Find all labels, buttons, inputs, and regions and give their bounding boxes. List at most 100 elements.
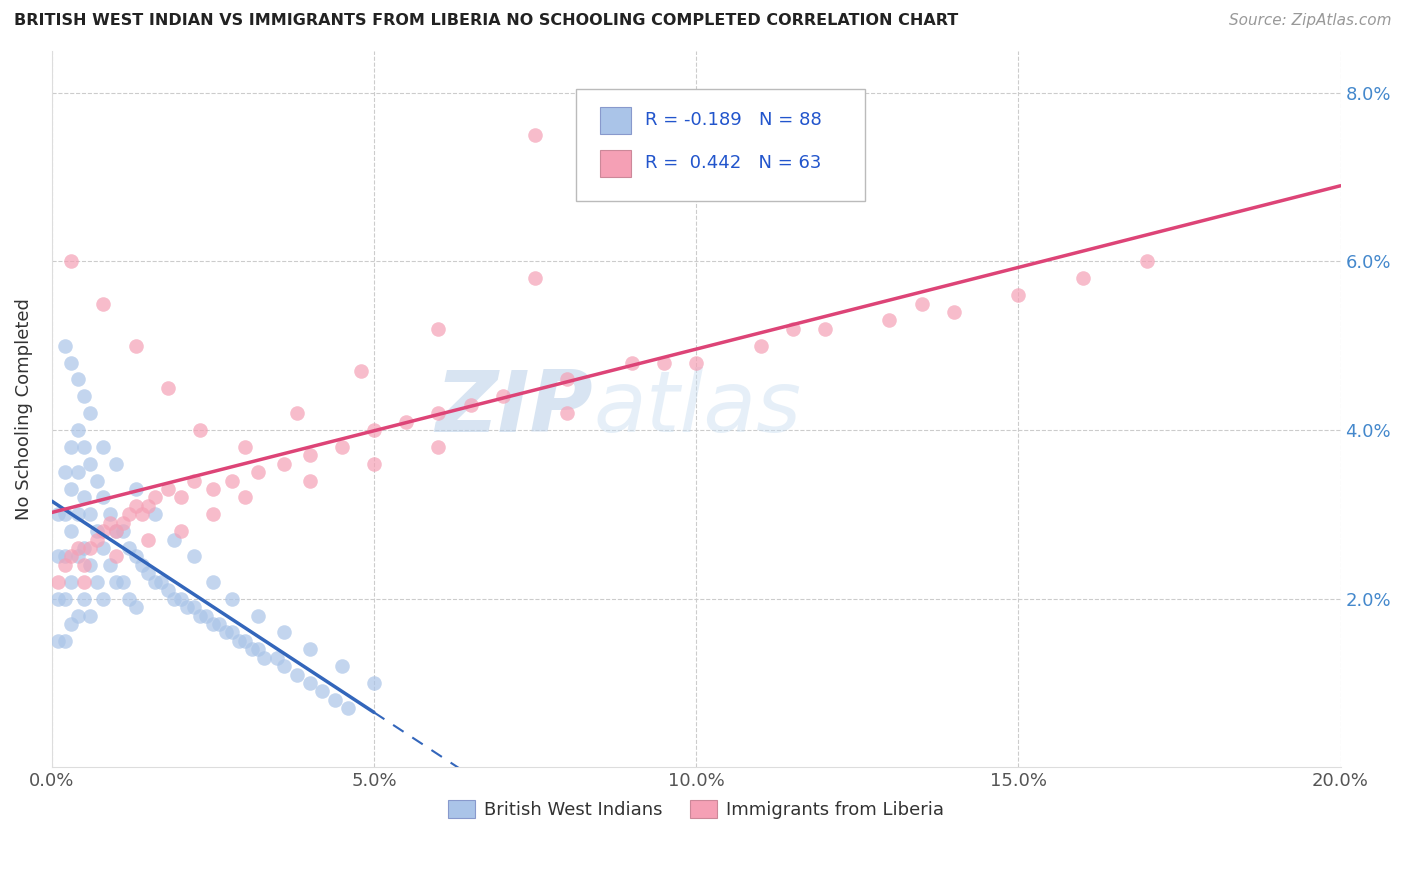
Point [111, 574, 134, 589]
Point [91, 541, 114, 555]
Point [79, 541, 101, 555]
Point [330, 659, 353, 673]
Point [163, 591, 186, 606]
Point [427, 322, 450, 336]
Point [66, 541, 89, 555]
Point [111, 516, 134, 530]
Point [323, 693, 346, 707]
Point [111, 524, 134, 539]
Point [73, 574, 96, 589]
Point [266, 650, 288, 665]
Point [685, 356, 707, 370]
Point [79, 558, 101, 572]
Point [555, 406, 578, 420]
Point [195, 608, 218, 623]
Point [66, 608, 89, 623]
Point [228, 633, 250, 648]
Point [79, 608, 101, 623]
Point [143, 574, 166, 589]
Point [66, 372, 89, 386]
Point [86, 574, 108, 589]
Point [91, 491, 114, 505]
Point [298, 676, 321, 690]
Point [46, 591, 69, 606]
Point [66, 423, 89, 437]
Point [201, 508, 224, 522]
Point [350, 364, 373, 378]
Point [46, 549, 69, 564]
Point [79, 406, 101, 420]
Point [91, 296, 114, 310]
Point [60, 482, 83, 496]
Point [91, 524, 114, 539]
Point [86, 474, 108, 488]
Point [555, 372, 578, 386]
Point [246, 465, 269, 479]
Text: R =  0.442   N = 63: R = 0.442 N = 63 [645, 154, 821, 172]
Y-axis label: No Schooling Completed: No Schooling Completed [15, 298, 32, 520]
Point [156, 381, 179, 395]
Point [105, 457, 128, 471]
Point [124, 499, 146, 513]
Point [138, 566, 160, 581]
Point [105, 574, 128, 589]
Point [98, 558, 121, 572]
Point [79, 508, 101, 522]
Point [183, 474, 205, 488]
Point [201, 616, 224, 631]
Point [73, 389, 96, 403]
Point [118, 508, 141, 522]
Point [53, 549, 76, 564]
Point [124, 482, 146, 496]
Text: ZIP: ZIP [436, 368, 593, 450]
Point [60, 524, 83, 539]
Point [233, 633, 256, 648]
Text: BRITISH WEST INDIAN VS IMMIGRANTS FROM LIBERIA NO SCHOOLING COMPLETED CORRELATIO: BRITISH WEST INDIAN VS IMMIGRANTS FROM L… [14, 13, 959, 29]
Point [91, 440, 114, 454]
Point [188, 423, 211, 437]
Point [460, 398, 482, 412]
Point [60, 574, 83, 589]
Point [163, 533, 186, 547]
Point [1071, 271, 1094, 285]
Point [652, 356, 675, 370]
Point [124, 600, 146, 615]
Point [73, 541, 96, 555]
Point [156, 583, 179, 598]
Point [53, 339, 76, 353]
Point [138, 499, 160, 513]
Point [337, 701, 360, 715]
Text: atlas: atlas [593, 368, 801, 450]
Point [105, 549, 128, 564]
Point [79, 457, 101, 471]
Point [169, 591, 191, 606]
Point [138, 533, 160, 547]
Point [53, 633, 76, 648]
Text: R = -0.189   N = 88: R = -0.189 N = 88 [645, 112, 823, 129]
Point [620, 356, 643, 370]
Point [246, 642, 269, 657]
Point [524, 271, 547, 285]
Point [91, 591, 114, 606]
Point [311, 684, 333, 698]
Point [66, 465, 89, 479]
Point [233, 491, 256, 505]
Point [53, 465, 76, 479]
Point [208, 616, 231, 631]
Point [60, 254, 83, 268]
Point [749, 339, 772, 353]
Point [131, 508, 153, 522]
Point [86, 533, 108, 547]
Point [98, 508, 121, 522]
Point [273, 659, 295, 673]
Point [492, 389, 515, 403]
Point [46, 508, 69, 522]
Point [176, 600, 198, 615]
Legend: British West Indians, Immigrants from Liberia: British West Indians, Immigrants from Li… [441, 792, 952, 826]
Point [53, 558, 76, 572]
Point [273, 457, 295, 471]
Point [363, 457, 385, 471]
Point [66, 508, 89, 522]
Point [118, 591, 141, 606]
Point [169, 524, 191, 539]
